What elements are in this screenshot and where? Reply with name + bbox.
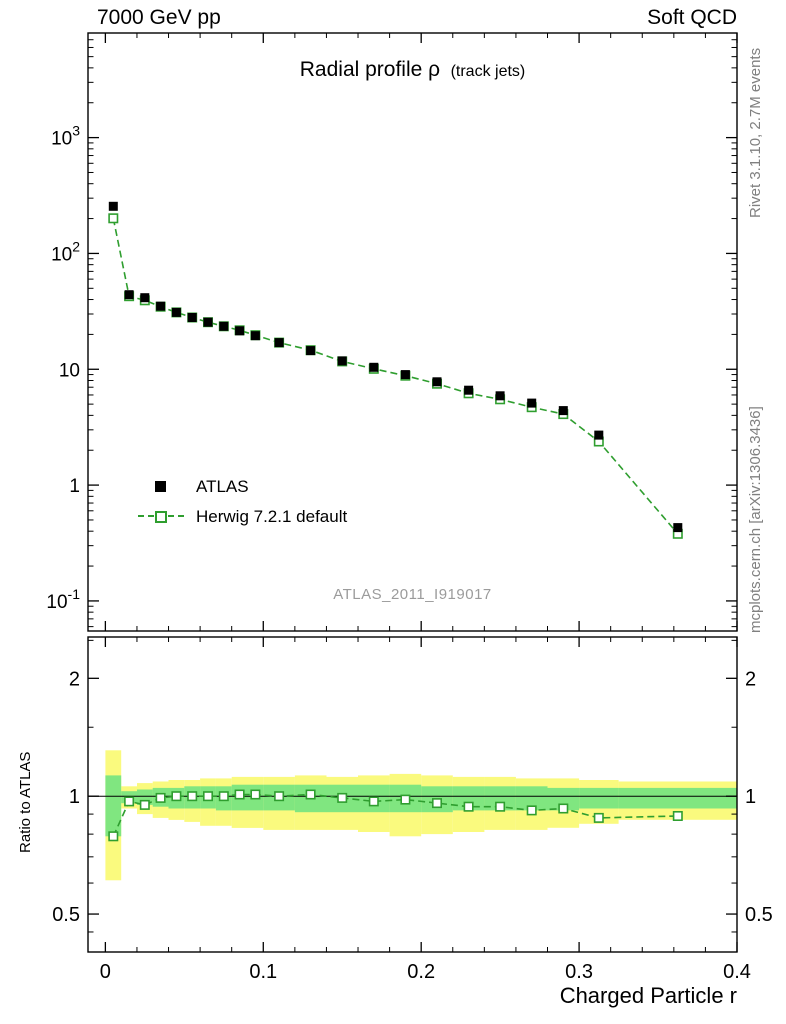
filled-square-marker-icon: [155, 481, 166, 492]
plot-title-main: Radial profile ρ: [299, 58, 441, 81]
legend-label-herwig: Herwig 7.2.1 default: [196, 507, 348, 526]
open-square-marker-icon: [155, 511, 167, 523]
svg-text:0.3: 0.3: [565, 961, 593, 983]
legend-item-atlas: ATLAS: [138, 472, 347, 502]
svg-text:2: 2: [745, 668, 756, 690]
svg-text:10: 10: [59, 360, 80, 381]
plot-title-suffix: (track jets): [450, 63, 526, 80]
process-group-label: Soft QCD: [647, 6, 737, 29]
svg-text:0.4: 0.4: [723, 961, 751, 983]
svg-text:1: 1: [69, 786, 80, 808]
svg-text:0: 0: [100, 961, 111, 983]
x-axis-label: Charged Particle r: [559, 983, 737, 1008]
analysis-id-watermark: ATLAS_2011_I919017: [333, 586, 492, 603]
svg-text:1: 1: [69, 476, 80, 497]
rivet-version-label: Rivet 3.1.10, 2.7M events: [747, 47, 764, 218]
ratio-axis-label: Ratio to ATLAS: [17, 751, 34, 853]
svg-text:0.5: 0.5: [52, 904, 80, 926]
legend-item-herwig: Herwig 7.2.1 default: [138, 502, 347, 532]
svg-text:103: 103: [51, 123, 80, 150]
svg-text:0.1: 0.1: [249, 961, 277, 983]
legend-marker: [138, 480, 184, 494]
legend: ATLAS Herwig 7.2.1 default: [138, 472, 347, 532]
plot-title: Radial profile ρ (track jets): [88, 58, 737, 82]
legend-marker: [138, 510, 184, 524]
svg-text:10-1: 10-1: [46, 586, 80, 613]
svg-text:102: 102: [51, 238, 80, 265]
svg-text:0.2: 0.2: [407, 961, 435, 983]
svg-text:1: 1: [745, 786, 756, 808]
beam-energy-label: 7000 GeV pp: [97, 6, 221, 29]
svg-text:2: 2: [69, 668, 80, 690]
mcplots-reference-label: mcplots.cern.ch [arXiv:1306.3436]: [747, 406, 764, 633]
legend-label-atlas: ATLAS: [196, 477, 249, 496]
svg-text:0.5: 0.5: [745, 904, 773, 926]
